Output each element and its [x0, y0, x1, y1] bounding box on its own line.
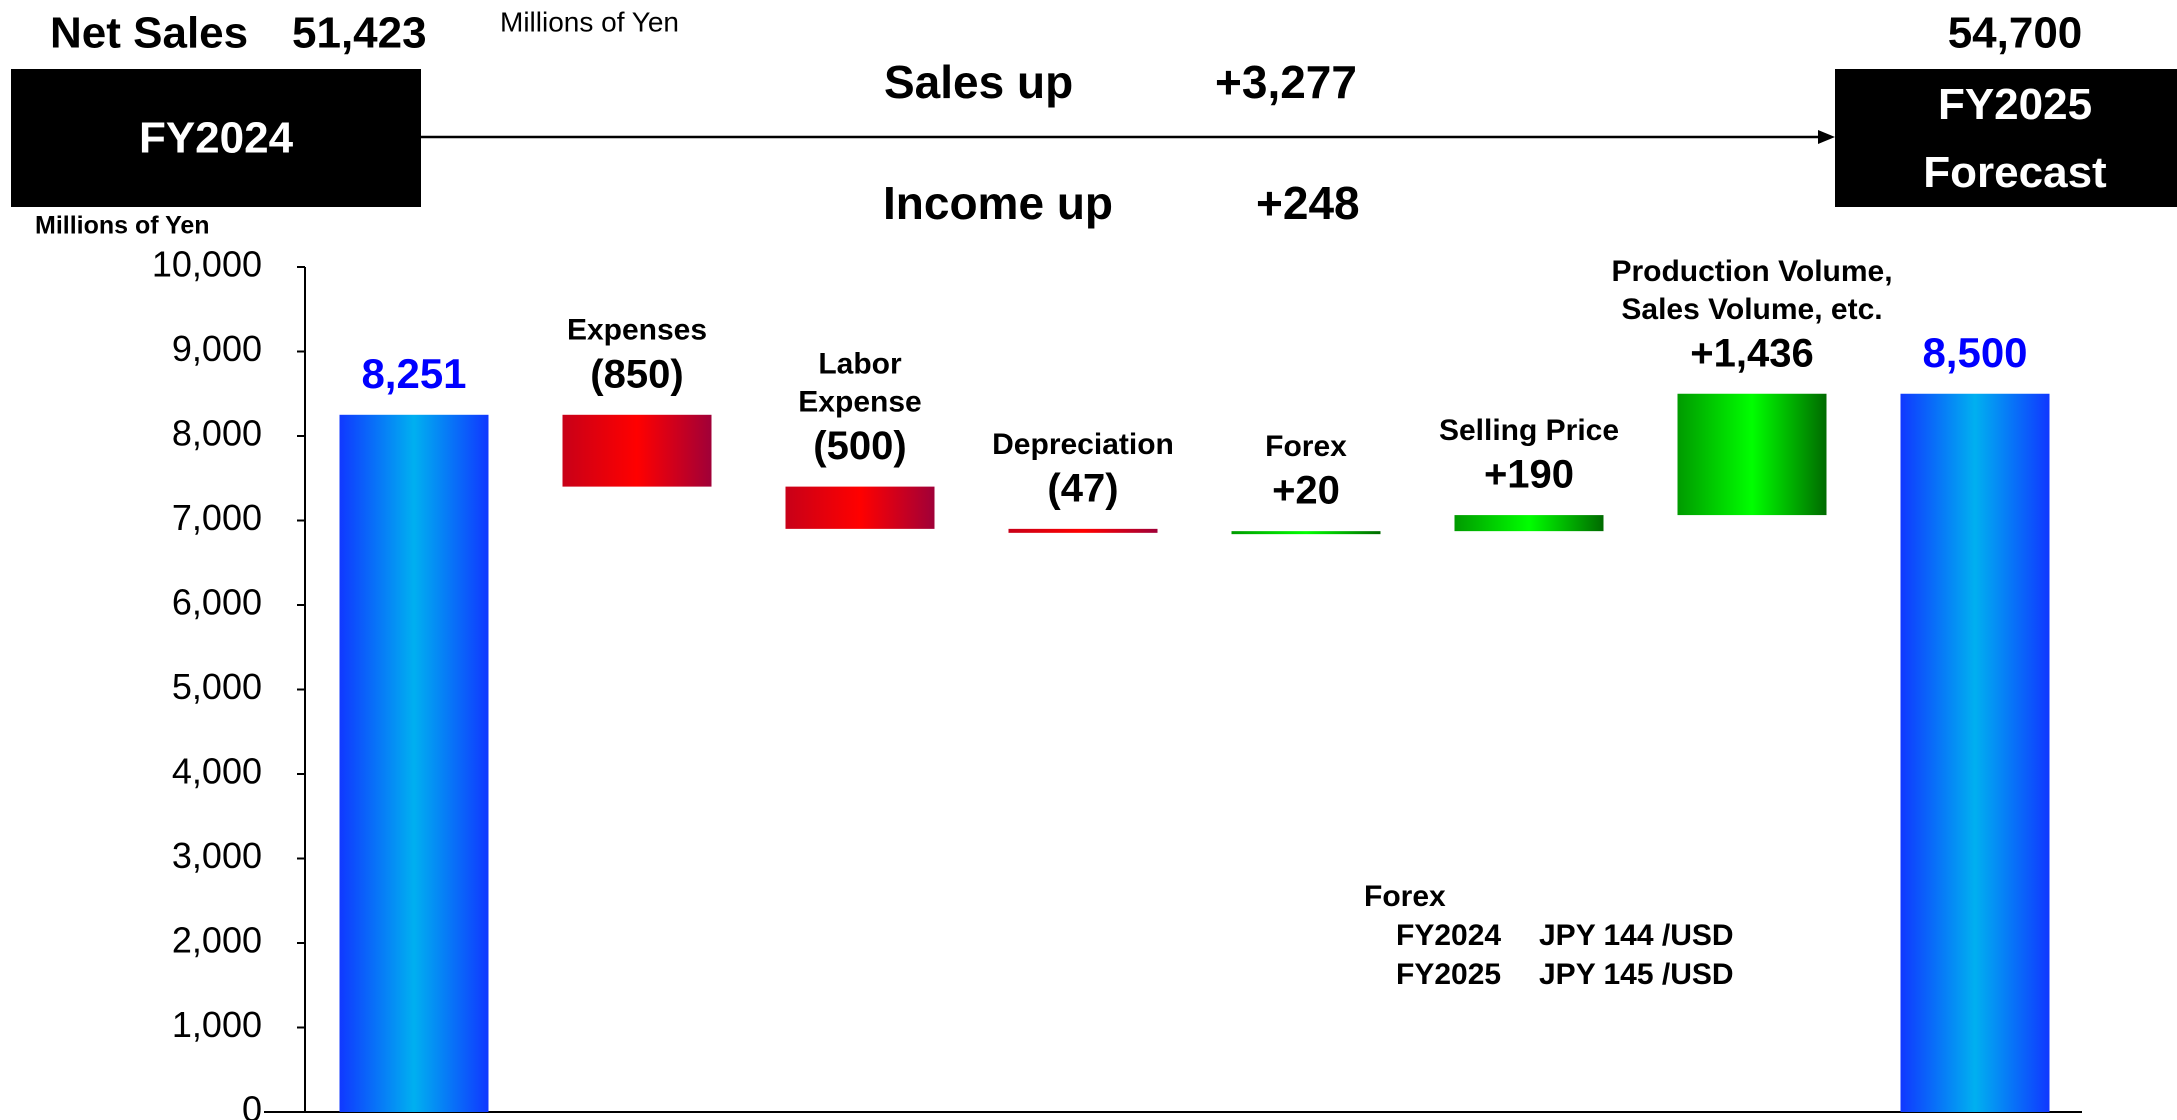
- value-label: (850): [590, 352, 683, 396]
- note-title: Forex: [1364, 880, 1446, 913]
- y-tick-label: 9,000: [172, 328, 262, 369]
- value-label: 8,251: [361, 350, 466, 397]
- value-label: +20: [1272, 469, 1340, 513]
- y-tick-label: 1,000: [172, 1004, 262, 1045]
- fy2024-box: [11, 69, 421, 207]
- category-label: Expenses: [567, 314, 707, 347]
- arrow-head: [1818, 130, 1835, 144]
- y-tick-label: 3,000: [172, 835, 262, 876]
- category-label: Labor Expense: [798, 348, 921, 419]
- income-up-label: Income up: [883, 177, 1113, 229]
- fy2024-label: FY2024: [139, 114, 294, 163]
- net-sales-label: Net Sales: [50, 9, 248, 58]
- unit-label: Millions of Yen: [500, 6, 679, 37]
- bar: [562, 414, 712, 487]
- y-tick-label: 10,000: [152, 244, 262, 285]
- net-sales-fy2024: 51,423: [292, 9, 427, 58]
- value-label: +190: [1484, 453, 1574, 497]
- sales-up-value: +3,277: [1215, 56, 1357, 108]
- value-label: 8,500: [1922, 329, 2027, 376]
- category-label: Depreciation: [992, 428, 1174, 461]
- bar: [1231, 531, 1381, 535]
- y-tick-label: 5,000: [172, 666, 262, 707]
- bar: [785, 486, 935, 529]
- note-year: FY2025: [1396, 958, 1501, 991]
- bar: [1900, 393, 2050, 1112]
- net-sales-fy2025: 54,700: [1948, 9, 2083, 58]
- y-axis-label: Millions of Yen: [35, 212, 210, 240]
- value-label: (47): [1047, 466, 1118, 510]
- y-tick-label: 7,000: [172, 497, 262, 538]
- category-label: Forex: [1265, 430, 1347, 463]
- sales-up-label: Sales up: [884, 56, 1073, 108]
- bar: [1008, 528, 1158, 533]
- note-rate: JPY 145 /USD: [1539, 958, 1734, 991]
- note-rate: JPY 144 /USD: [1539, 919, 1734, 952]
- fy2025-box: [1835, 69, 2177, 207]
- category-label: Production Volume, Sales Volume, etc.: [1611, 255, 1892, 326]
- y-tick-label: 6,000: [172, 582, 262, 623]
- y-tick-label: 4,000: [172, 751, 262, 792]
- bar: [1454, 515, 1604, 532]
- value-label: +1,436: [1690, 331, 1813, 375]
- y-tick-label: 0: [242, 1089, 262, 1120]
- bar: [1677, 393, 1827, 516]
- bar: [339, 414, 489, 1112]
- category-label: Selling Price: [1439, 414, 1619, 447]
- income-up-value: +248: [1256, 177, 1360, 229]
- value-label: (500): [813, 424, 906, 468]
- fy2025-label: FY2025 Forecast: [1923, 80, 2107, 197]
- y-tick-label: 2,000: [172, 920, 262, 961]
- note-year: FY2024: [1396, 919, 1501, 952]
- y-tick-label: 8,000: [172, 413, 262, 454]
